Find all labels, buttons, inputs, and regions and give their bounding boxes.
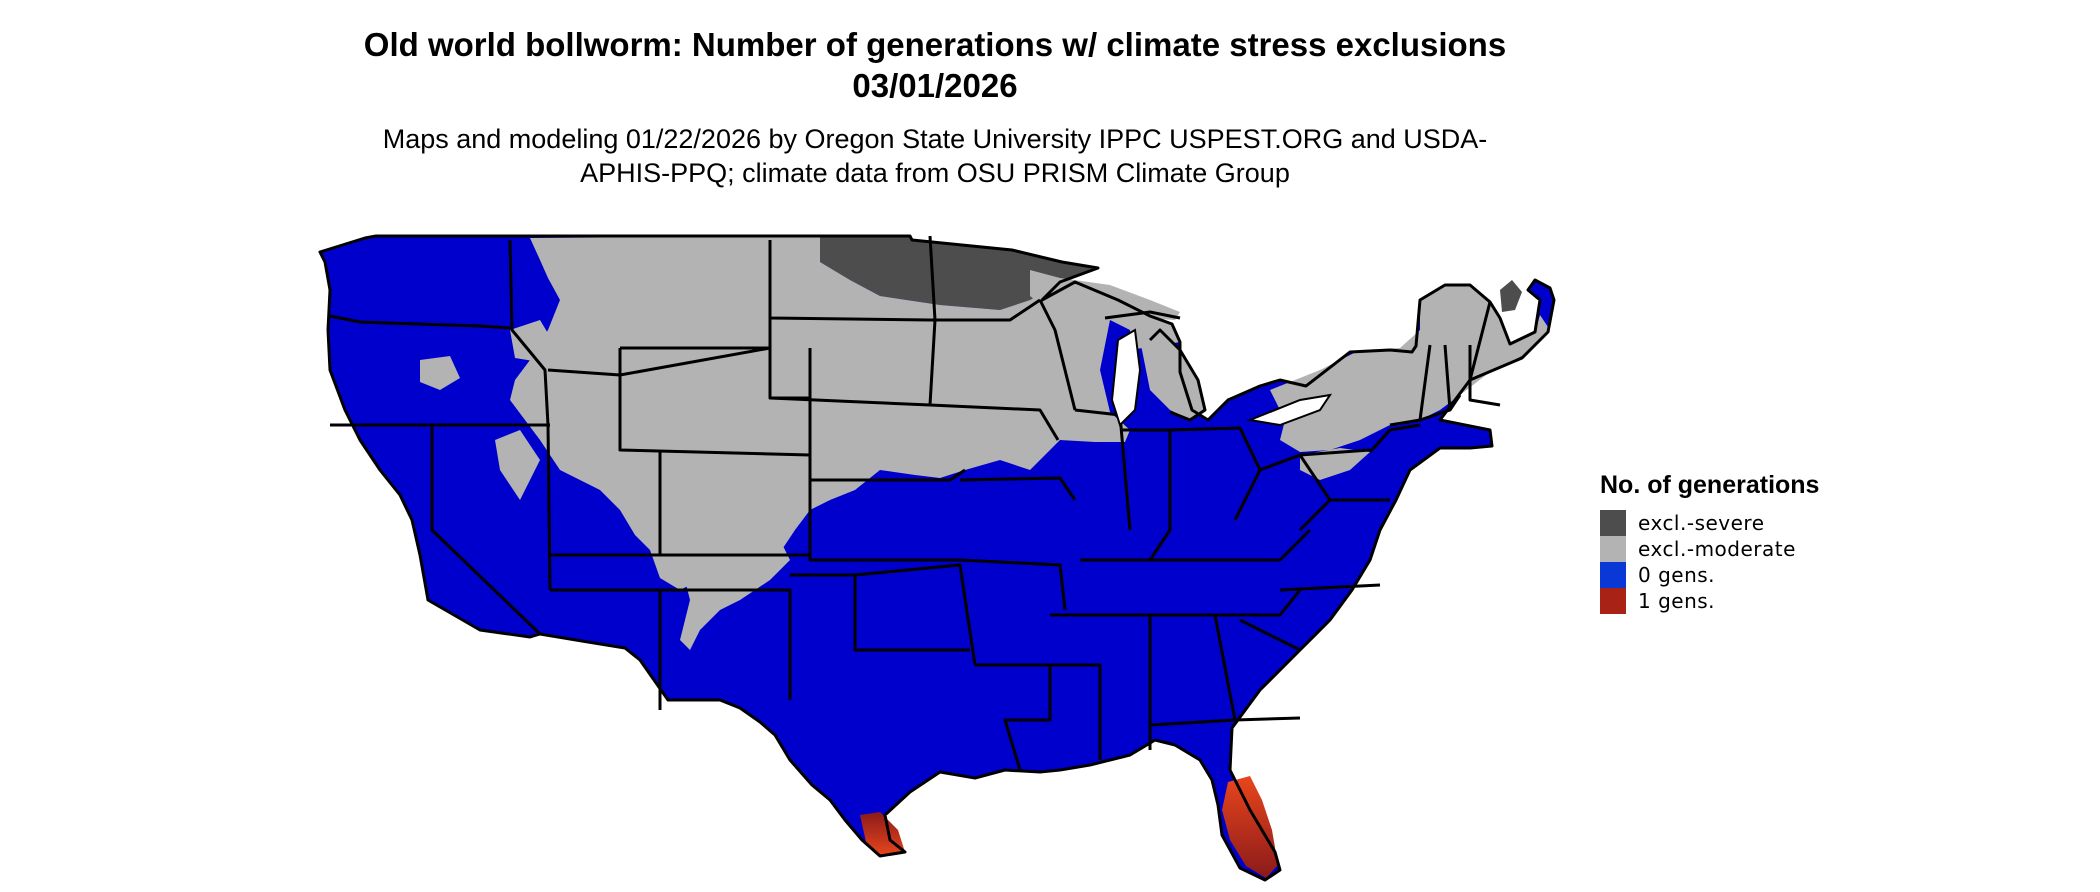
moderate-exclusion-northeast (1270, 285, 1550, 452)
moderate-exclusion-northern-plains-rockies (510, 236, 1180, 590)
one-gen-florida (1222, 776, 1278, 878)
legend: No. of generations excl.-severe excl.-mo… (1600, 470, 1860, 614)
lake-michigan (1110, 328, 1142, 427)
state-borders (318, 234, 1556, 882)
legend-swatch-one-gens (1600, 588, 1626, 614)
legend-swatch-zero-gens (1600, 562, 1626, 588)
lake-erie (1246, 393, 1333, 427)
severe-exclusion-northern-maine (1500, 280, 1522, 312)
legend-label-zero-gens: 0 gens. (1638, 563, 1716, 587)
moderate-exclusion-patch-oregon (420, 356, 460, 390)
legend-title: No. of generations (1600, 471, 1820, 499)
legend-item-zero-gens: 0 gens. (1600, 562, 1860, 588)
legend-label-one-gens: 1 gens. (1638, 589, 1716, 613)
legend-label-excl-moderate: excl.-moderate (1638, 537, 1796, 561)
one-gen-south-texas (860, 812, 905, 856)
legend-item-excl-severe: excl.-severe (1600, 510, 1860, 536)
map-title: Old world bollworm: Number of generation… (363, 26, 1507, 104)
legend-label-excl-severe: excl.-severe (1638, 511, 1765, 535)
legend-swatch-excl-moderate (1600, 536, 1626, 562)
legend-swatch-excl-severe (1600, 510, 1626, 536)
moderate-exclusion-southwest-mountains (680, 490, 790, 650)
legend-item-excl-moderate: excl.-moderate (1600, 536, 1860, 562)
moderate-exclusion-appalachia (1300, 448, 1370, 480)
moderate-exclusion-patch-utah (575, 420, 620, 480)
legend-item-one-gens: 1 gens. (1600, 588, 1860, 614)
map-subtitle: Maps and modeling 01/22/2026 by Oregon S… (382, 124, 1488, 188)
moderate-exclusion-patch-idaho (510, 320, 555, 362)
moderate-exclusion-patch-nevada (495, 430, 540, 500)
